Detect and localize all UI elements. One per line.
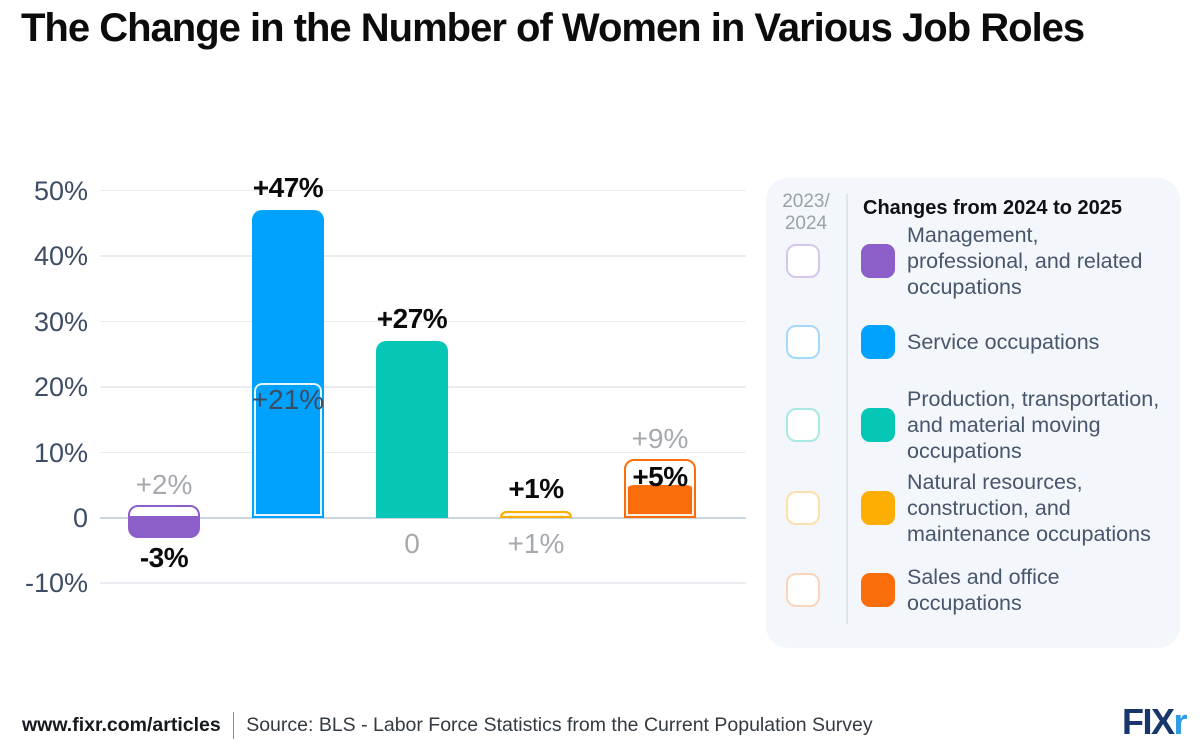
bar-management-prev-label: +2% [135, 468, 193, 500]
fixr-logo-fix: FIX [1121, 701, 1175, 742]
gridline--10 [100, 582, 746, 584]
bar-production-prev-label: 0 [404, 528, 420, 559]
bar-production-filled [376, 341, 448, 518]
legend-swatch-2023-2024-management [786, 244, 820, 278]
legend-swatch-2024-2025-production [861, 408, 895, 442]
legend-swatch-2024-2025-management [861, 244, 895, 278]
legend-row-sales: Sales and office occupations [786, 554, 1168, 626]
bar-service-outline [252, 380, 324, 518]
legend-right-header: Changes from 2024 to 2025 [863, 197, 1122, 219]
footer-source-text: Source: BLS - Labor Force Statistics fro… [246, 714, 873, 736]
gridline-30 [100, 320, 746, 323]
bar-management-outline [128, 504, 200, 518]
bar-sales-outline [624, 459, 696, 518]
y-axis-tick-label: 20% [33, 372, 88, 403]
bar-management-value-label: -3% [139, 541, 189, 573]
footer-separator [232, 712, 235, 739]
legend-swatch-2023-2024-natural [786, 491, 820, 525]
bar-sales-prev-label: +9% [631, 423, 689, 455]
legend-panel: 2023/ 2024 Changes from 2024 to 2025 Man… [766, 178, 1180, 648]
bar-natural-filled [500, 511, 572, 518]
legend-swatch-2023-2024-service [786, 325, 820, 359]
legend-label-production: Production, transportation, and material… [907, 387, 1160, 463]
fixr-logo-r: r [1173, 701, 1187, 742]
bar-natural-outline [500, 511, 572, 518]
fixr-logo: FIXr [1121, 701, 1187, 743]
y-axis-tick-label: 10% [33, 437, 88, 468]
legend-row-management: Management, professional, and related oc… [786, 223, 1168, 299]
legend-swatch-2024-2025-service [861, 325, 895, 359]
bar-sales-filled [624, 485, 696, 518]
bar-production-value-label: +27% [376, 303, 448, 335]
legend-swatch-2023-2024-sales [786, 573, 820, 607]
y-axis-tick-label: 50% [33, 175, 88, 206]
gridline-40 [100, 255, 746, 257]
legend-left-header: 2023/ 2024 [774, 191, 838, 235]
bar-natural-value-label: +1% [508, 473, 564, 505]
y-axis-tick-label: 0 [72, 503, 88, 533]
bar-service-filled [252, 210, 324, 518]
bar-management-filled [128, 518, 200, 538]
legend-left-header-line2: 2024 [784, 213, 828, 234]
bar-service-value-label: +47% [252, 172, 324, 204]
gridline-0 [100, 517, 746, 519]
legend-row-service: Service occupations [786, 306, 1168, 378]
footer-site-link: www.fixr.com/articles [22, 714, 221, 736]
gridline-50 [100, 189, 746, 192]
y-axis-tick-label: 40% [33, 241, 88, 272]
y-axis-tick-label: -10% [24, 568, 88, 599]
bar-sales-value-label: +5% [632, 461, 688, 493]
legend-swatch-2024-2025-sales [861, 573, 895, 607]
bar-service-prev-label: +21% [251, 383, 325, 415]
legend-label-management: Management, professional, and related oc… [907, 223, 1143, 299]
legend-divider [846, 194, 848, 624]
legend-row-natural: Natural resources, construction, and mai… [786, 470, 1168, 546]
legend-left-header-line1: 2023/ [782, 191, 830, 212]
bar-natural-prev-label: +1% [507, 528, 565, 559]
legend-label-service: Service occupations [907, 330, 1100, 354]
legend-label-sales: Sales and office occupations [907, 565, 1060, 615]
footer: www.fixr.com/articles Source: BLS - Labo… [22, 712, 873, 739]
legend-row-production: Production, transportation, and material… [786, 387, 1168, 463]
y-axis-tick-label: 30% [33, 306, 88, 337]
bar-chart: 50% 40% 30% 20% 10% 0 -10% +2% -3% +21% +47% 0 +27% +… [20, 150, 780, 638]
legend-swatch-2023-2024-production [786, 408, 820, 442]
page-title: The Change in the Number of Women in Var… [21, 6, 1085, 50]
legend-label-natural: Natural resources, construction, and mai… [907, 470, 1151, 546]
legend-swatch-2024-2025-natural [861, 491, 895, 525]
